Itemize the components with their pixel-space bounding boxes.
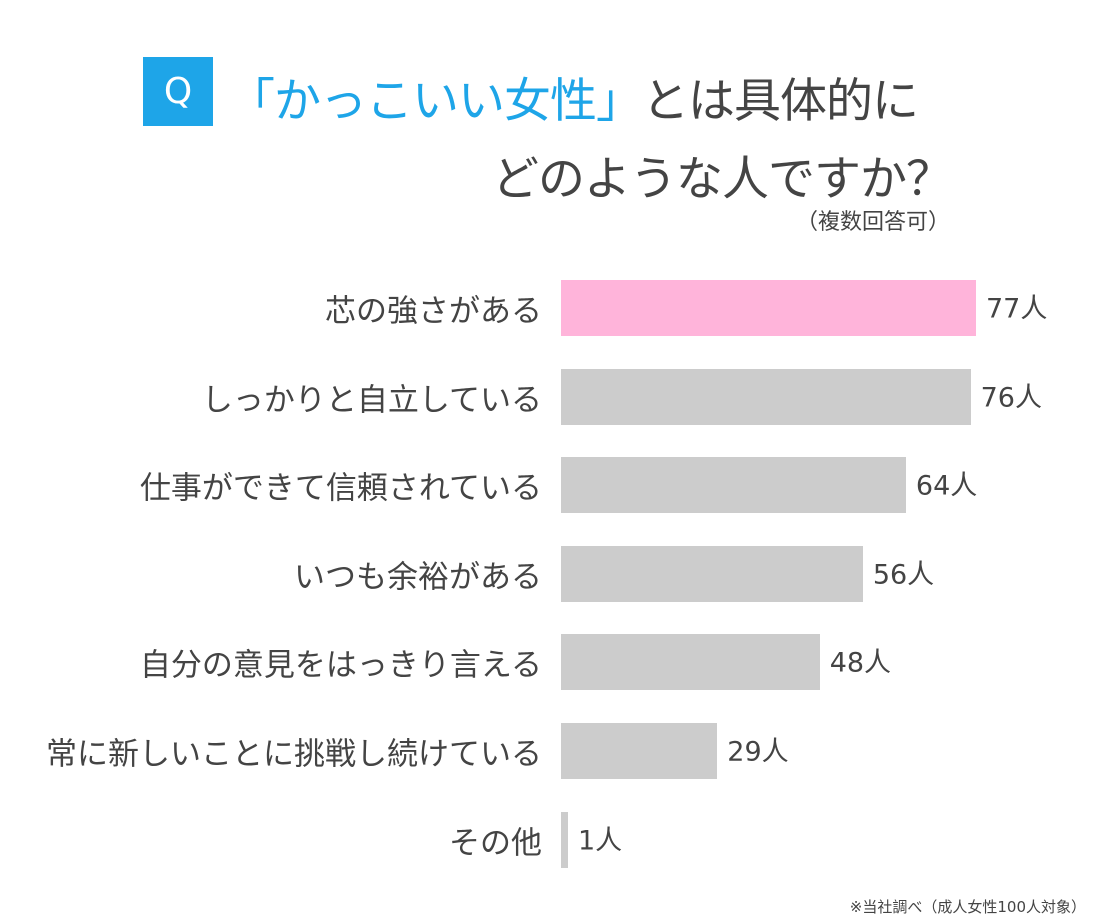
category-label: 自分の意見をはっきり言える: [139, 647, 542, 684]
category-label: 芯の強さがある: [325, 293, 542, 330]
category-label: 仕事ができて信頼されている: [139, 470, 542, 507]
chart-title-line2: どのような人ですか？: [492, 152, 953, 207]
bar: [561, 811, 568, 868]
bar: [561, 634, 820, 691]
value-label: 77人: [986, 293, 1048, 325]
bar: [561, 457, 906, 514]
bar: [561, 545, 863, 602]
category-label: しっかりと自立している: [201, 382, 542, 419]
value-label: 29人: [727, 736, 789, 768]
category-label: 常に新しいことに挑戦し続けている: [46, 736, 542, 773]
bar: [561, 280, 976, 336]
value-label: 76人: [980, 382, 1042, 414]
value-label: 1人: [578, 825, 623, 857]
value-label: 56人: [872, 559, 935, 591]
value-label: 48人: [829, 647, 892, 679]
title-rest: とは具体的に: [642, 74, 919, 129]
title-highlight: 「かっこいい女性」: [228, 74, 643, 129]
footnote: ※当社調べ（成人女性100人対象）: [849, 898, 1086, 916]
bar: [561, 723, 718, 779]
chart-title-line1: 「かっこいい女性」とは具体的に: [228, 62, 919, 131]
question-badge: Q: [143, 57, 213, 126]
category-label: その他: [449, 825, 542, 862]
value-label: 64人: [915, 470, 978, 502]
category-label: いつも余裕がある: [294, 559, 542, 596]
bar: [561, 368, 971, 425]
chart-subtitle: （複数回答可）: [795, 210, 950, 235]
